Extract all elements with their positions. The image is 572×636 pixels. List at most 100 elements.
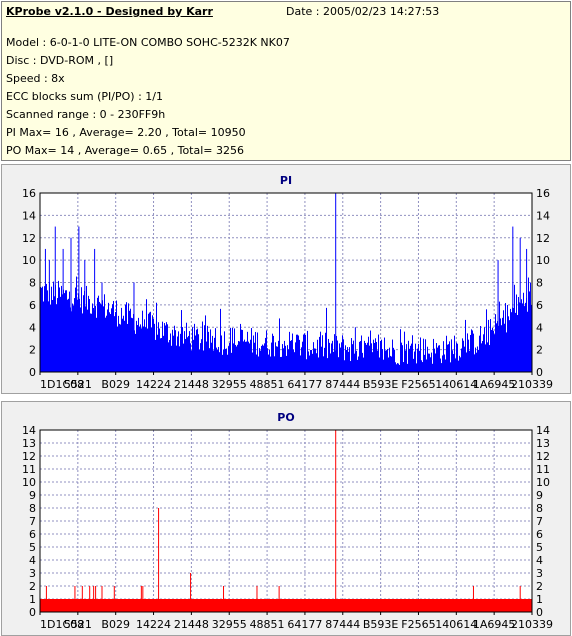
pi-bar <box>188 335 189 372</box>
y-tick-label-left: 6 <box>29 299 36 312</box>
pi-bar <box>226 348 227 372</box>
pi-bar <box>255 331 256 372</box>
pi-bar <box>359 341 360 372</box>
pi-bar <box>497 321 498 372</box>
pi-bar <box>92 303 93 372</box>
y-tick-label-right: 13 <box>536 437 550 450</box>
pi-bar <box>367 342 368 372</box>
pi-bar <box>445 359 446 372</box>
pi-bar <box>145 327 146 372</box>
x-tick-label: 32955 <box>212 378 247 391</box>
pi-bar <box>69 291 70 372</box>
pi-bar <box>459 355 460 372</box>
pi-bar <box>268 354 269 372</box>
x-tick-label: 14224 <box>136 378 171 391</box>
pi-bar <box>105 317 106 372</box>
pi-bar <box>152 315 153 372</box>
pi-bar <box>154 323 155 372</box>
pi-bar <box>492 327 493 372</box>
pi-bar <box>427 346 428 372</box>
pi-bar <box>395 362 396 372</box>
pi-bar <box>228 346 229 372</box>
pi-bar <box>385 350 386 372</box>
pi-bar <box>388 357 389 372</box>
pi-bar <box>210 329 211 372</box>
pi-bar <box>76 276 77 372</box>
pi-bar <box>218 346 219 372</box>
pi-bar <box>402 345 403 372</box>
pi-bar <box>322 335 323 372</box>
pi-bar <box>58 280 59 372</box>
pi-bar <box>80 307 81 372</box>
pi-bar <box>433 338 434 372</box>
scan-date: Date : 2005/02/23 14:27:53 <box>286 5 440 18</box>
pi-bar <box>103 306 104 372</box>
pi-bar <box>182 327 183 372</box>
pi-chart-panel: PI 0 0 2 2 4 4 6 6 8 8 10 10 12 12 14 14 16 16 1D1C08 5521 B0… <box>1 164 571 394</box>
pi-bar <box>508 316 509 372</box>
pi-bar <box>144 319 145 372</box>
pi-bar <box>448 344 449 372</box>
pi-peak-bar <box>78 226 80 372</box>
pi-bar <box>393 347 394 372</box>
pi-bar <box>339 343 340 372</box>
pi-bar <box>475 347 476 372</box>
pi-bar <box>246 341 247 372</box>
x-tick-label: F2565 <box>401 618 435 631</box>
pi-bar <box>308 351 309 372</box>
pi-bar <box>262 344 263 372</box>
pi-bar <box>340 347 341 372</box>
pi-bar <box>314 348 315 372</box>
x-tick-label: 48851 <box>250 618 285 631</box>
pi-bar <box>190 343 191 372</box>
y-tick-label-right: 10 <box>536 476 550 489</box>
pi-bar <box>416 363 417 372</box>
pi-bar <box>299 339 300 372</box>
pi-bar <box>464 346 465 372</box>
pi-bar <box>496 323 497 372</box>
x-tick-label: 5521 <box>64 378 92 391</box>
pi-bar <box>192 327 193 372</box>
po-spike-bar <box>158 508 160 612</box>
pi-bar <box>195 335 196 372</box>
pi-bar <box>411 343 412 372</box>
pi-bar <box>173 335 174 372</box>
pi-bar <box>470 334 471 372</box>
y-tick-label-left: 5 <box>29 541 36 554</box>
pi-bar <box>148 313 149 372</box>
pi-bar <box>179 346 180 372</box>
pi-bar <box>273 335 274 372</box>
pi-bar <box>436 343 437 372</box>
pi-bar <box>239 341 240 372</box>
pi-bar <box>476 352 477 372</box>
pi-peak-bar <box>94 248 96 372</box>
pi-bar <box>212 335 213 372</box>
pi-bar <box>147 328 148 372</box>
pi-bar <box>68 298 69 372</box>
y-tick-label-right: 0 <box>536 366 543 379</box>
pi-bar <box>282 344 283 372</box>
pi-bar <box>291 340 292 372</box>
pi-bar <box>211 342 212 372</box>
pi-bar <box>289 331 290 372</box>
po-spike-bar <box>45 586 47 612</box>
pi-bar <box>389 347 390 372</box>
pi-bar <box>516 294 517 372</box>
pi-bar <box>407 363 408 372</box>
pi-bar <box>194 323 195 372</box>
pi-bar <box>73 305 74 372</box>
pi-bar <box>271 342 272 372</box>
pi-bar <box>140 324 141 372</box>
pi-bar <box>264 343 265 372</box>
pi-bar <box>237 344 238 372</box>
pi-bar <box>107 309 108 372</box>
y-tick-label-right: 1 <box>536 593 543 606</box>
pi-bar <box>129 310 130 372</box>
pi-bar <box>128 303 129 372</box>
pi-bar <box>462 338 463 372</box>
pi-bar <box>350 361 351 372</box>
pi-bar <box>235 344 236 372</box>
pi-bar <box>374 342 375 372</box>
pi-bar <box>495 314 496 372</box>
info-panel: KProbe v2.1.0 - Designed by Karr Date : … <box>1 1 571 161</box>
